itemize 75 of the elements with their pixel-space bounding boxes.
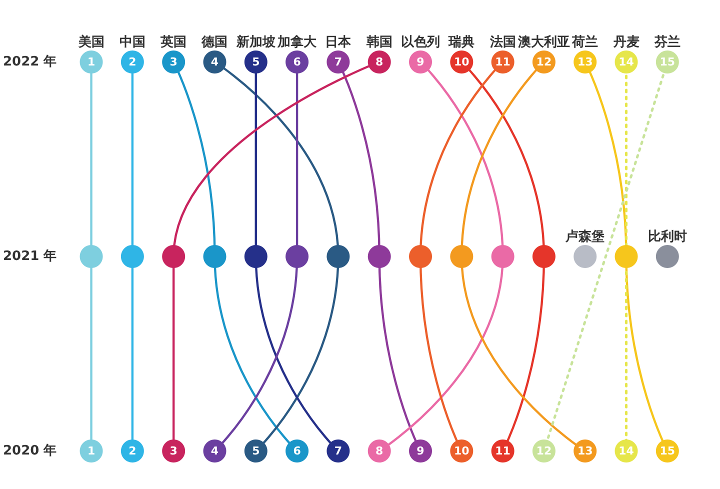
data-label: 12 xyxy=(536,56,552,68)
series-label: 法国 xyxy=(488,35,516,50)
data-label: 15 xyxy=(660,444,676,458)
point xyxy=(120,50,144,74)
data-label: 14 xyxy=(618,56,634,68)
point xyxy=(162,440,186,462)
series-label: 荷兰 xyxy=(571,34,598,50)
data-label: 3 xyxy=(170,444,178,458)
data-label: 1 xyxy=(87,444,96,458)
series-label: 以色列 xyxy=(401,35,440,50)
y-tick-label: 2020 年 xyxy=(2,444,57,458)
data-label: 15 xyxy=(660,56,676,68)
data-label: 8 xyxy=(376,56,384,68)
series-label: 日本 xyxy=(325,35,352,50)
data-label: 11 xyxy=(495,56,510,68)
data-label: 6 xyxy=(293,444,302,458)
series-label: 芬兰 xyxy=(653,34,680,50)
series-label: 比利时 xyxy=(648,228,687,244)
point xyxy=(574,245,597,268)
data-label: 13 xyxy=(577,56,593,68)
y-tick-label: 2022 年 xyxy=(2,54,57,70)
point xyxy=(326,50,350,74)
series-label: 新加坡 xyxy=(235,34,276,50)
series-label: 英国 xyxy=(160,35,187,50)
point xyxy=(244,50,268,74)
point xyxy=(656,245,679,268)
point xyxy=(614,245,638,268)
y-tick-label: 2021 年 xyxy=(2,249,57,264)
data-label: 3 xyxy=(170,56,178,68)
series-label: 瑞典 xyxy=(448,35,475,50)
point xyxy=(368,245,391,268)
point xyxy=(409,245,432,268)
data-label: 13 xyxy=(577,444,593,458)
point xyxy=(162,50,186,74)
data-label: 7 xyxy=(334,444,342,458)
series-label: 韩国 xyxy=(365,35,392,50)
point xyxy=(80,245,103,268)
series-label: 美国 xyxy=(77,34,104,50)
data-label: 2 xyxy=(128,444,136,458)
point xyxy=(532,245,556,268)
point xyxy=(203,245,226,268)
data-label: 4 xyxy=(210,444,219,458)
data-label: 6 xyxy=(293,56,302,68)
data-label: 12 xyxy=(536,444,552,458)
data-label: 5 xyxy=(252,56,260,68)
point xyxy=(244,440,268,462)
point xyxy=(80,50,103,74)
point xyxy=(326,245,350,268)
point xyxy=(120,245,144,268)
point xyxy=(162,245,186,268)
point xyxy=(244,245,268,268)
series-label: 丹麦 xyxy=(612,35,640,50)
data-label: 8 xyxy=(376,444,384,458)
series-label: 加拿大 xyxy=(276,34,318,50)
point xyxy=(120,440,144,462)
series-label: 澳大利亚 xyxy=(516,34,570,50)
data-label: 7 xyxy=(334,56,342,68)
data-label: 14 xyxy=(618,444,634,458)
series-label: 中国 xyxy=(119,35,146,50)
data-label: 10 xyxy=(454,56,470,68)
data-label: 10 xyxy=(454,444,470,458)
data-label: 4 xyxy=(210,56,219,68)
point xyxy=(326,440,350,462)
point xyxy=(491,245,514,268)
series-label: 卢森堡 xyxy=(564,230,605,244)
point xyxy=(80,440,103,462)
data-label: 2 xyxy=(128,56,136,68)
data-label: 5 xyxy=(252,444,260,458)
data-label: 9 xyxy=(416,56,424,68)
data-label: 11 xyxy=(495,444,510,458)
point xyxy=(286,245,309,268)
point xyxy=(450,245,474,268)
series-label: 德国 xyxy=(200,35,228,50)
data-label: 9 xyxy=(416,444,424,458)
data-label: 1 xyxy=(87,56,96,68)
